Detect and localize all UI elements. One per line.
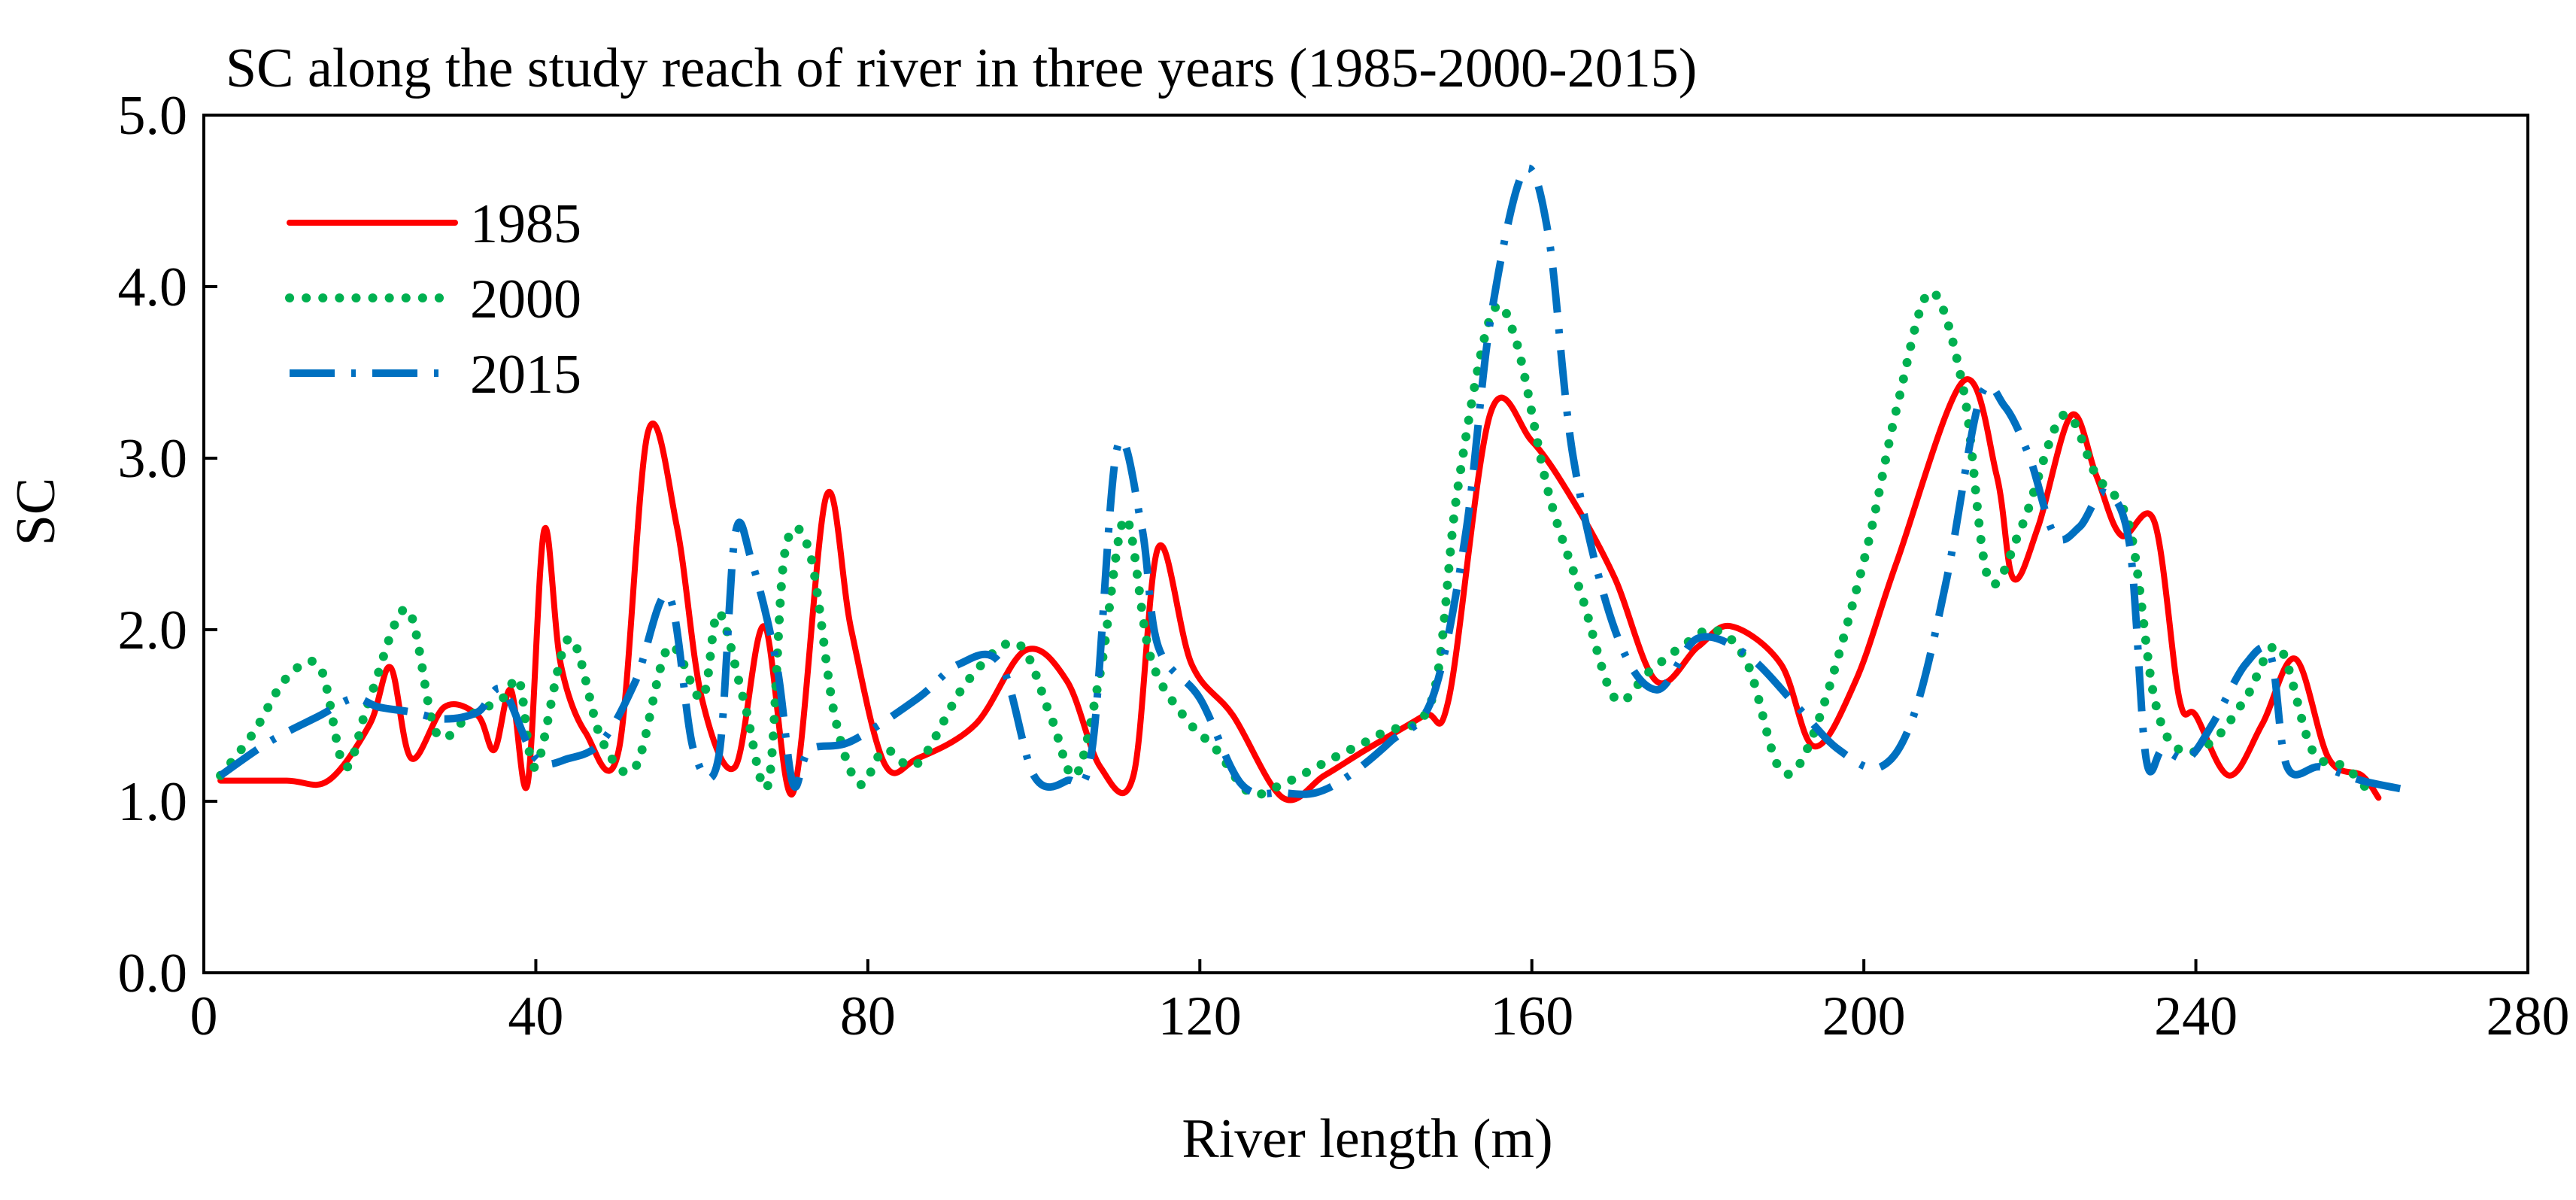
plot-frame: [202, 114, 2529, 974]
y-tick-label: 2.0: [118, 600, 188, 661]
y-tick-label: 0.0: [118, 943, 188, 1004]
y-tick-label: 5.0: [118, 85, 188, 147]
x-tick-label: 0: [190, 986, 218, 1047]
series-line-2015: [218, 164, 2405, 798]
x-tick-label: 120: [1158, 986, 1242, 1047]
legend-label-2015: 2015: [470, 344, 581, 406]
x-tick-label: 200: [1822, 986, 1906, 1047]
series-lines: [216, 164, 2405, 804]
y-axis-label: SC: [5, 478, 67, 546]
x-axis-label: River length (m): [1182, 1108, 1552, 1170]
x-tick-label: 160: [1490, 986, 1573, 1047]
x-tick-label: 240: [2154, 986, 2238, 1047]
series-line-1985: [217, 376, 2382, 804]
y-tick-label: 3.0: [118, 428, 188, 490]
x-tick-label: 80: [840, 986, 896, 1047]
x-tick-label: 280: [2486, 986, 2570, 1047]
x-axis-ticks: 0 40 80 120 160 200 240 280: [190, 959, 2570, 1047]
series-line-2000: [216, 287, 2375, 800]
y-tick-label: 4.0: [118, 257, 188, 318]
legend-label-1985: 1985: [470, 193, 581, 255]
x-tick-label: 40: [508, 986, 563, 1047]
y-tick-label: 1.0: [118, 771, 188, 833]
y-axis-ticks: 0.0 1.0 2.0 3.0 4.0 5.0: [118, 85, 217, 1004]
chart-title: SC along the study reach of river in thr…: [226, 38, 1697, 99]
legend-label-2000: 2000: [470, 269, 581, 330]
legend: 1985 2000 2015: [285, 193, 581, 406]
